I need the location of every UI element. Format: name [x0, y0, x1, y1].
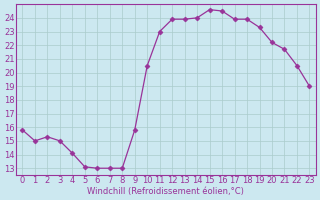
X-axis label: Windchill (Refroidissement éolien,°C): Windchill (Refroidissement éolien,°C) [87, 187, 244, 196]
